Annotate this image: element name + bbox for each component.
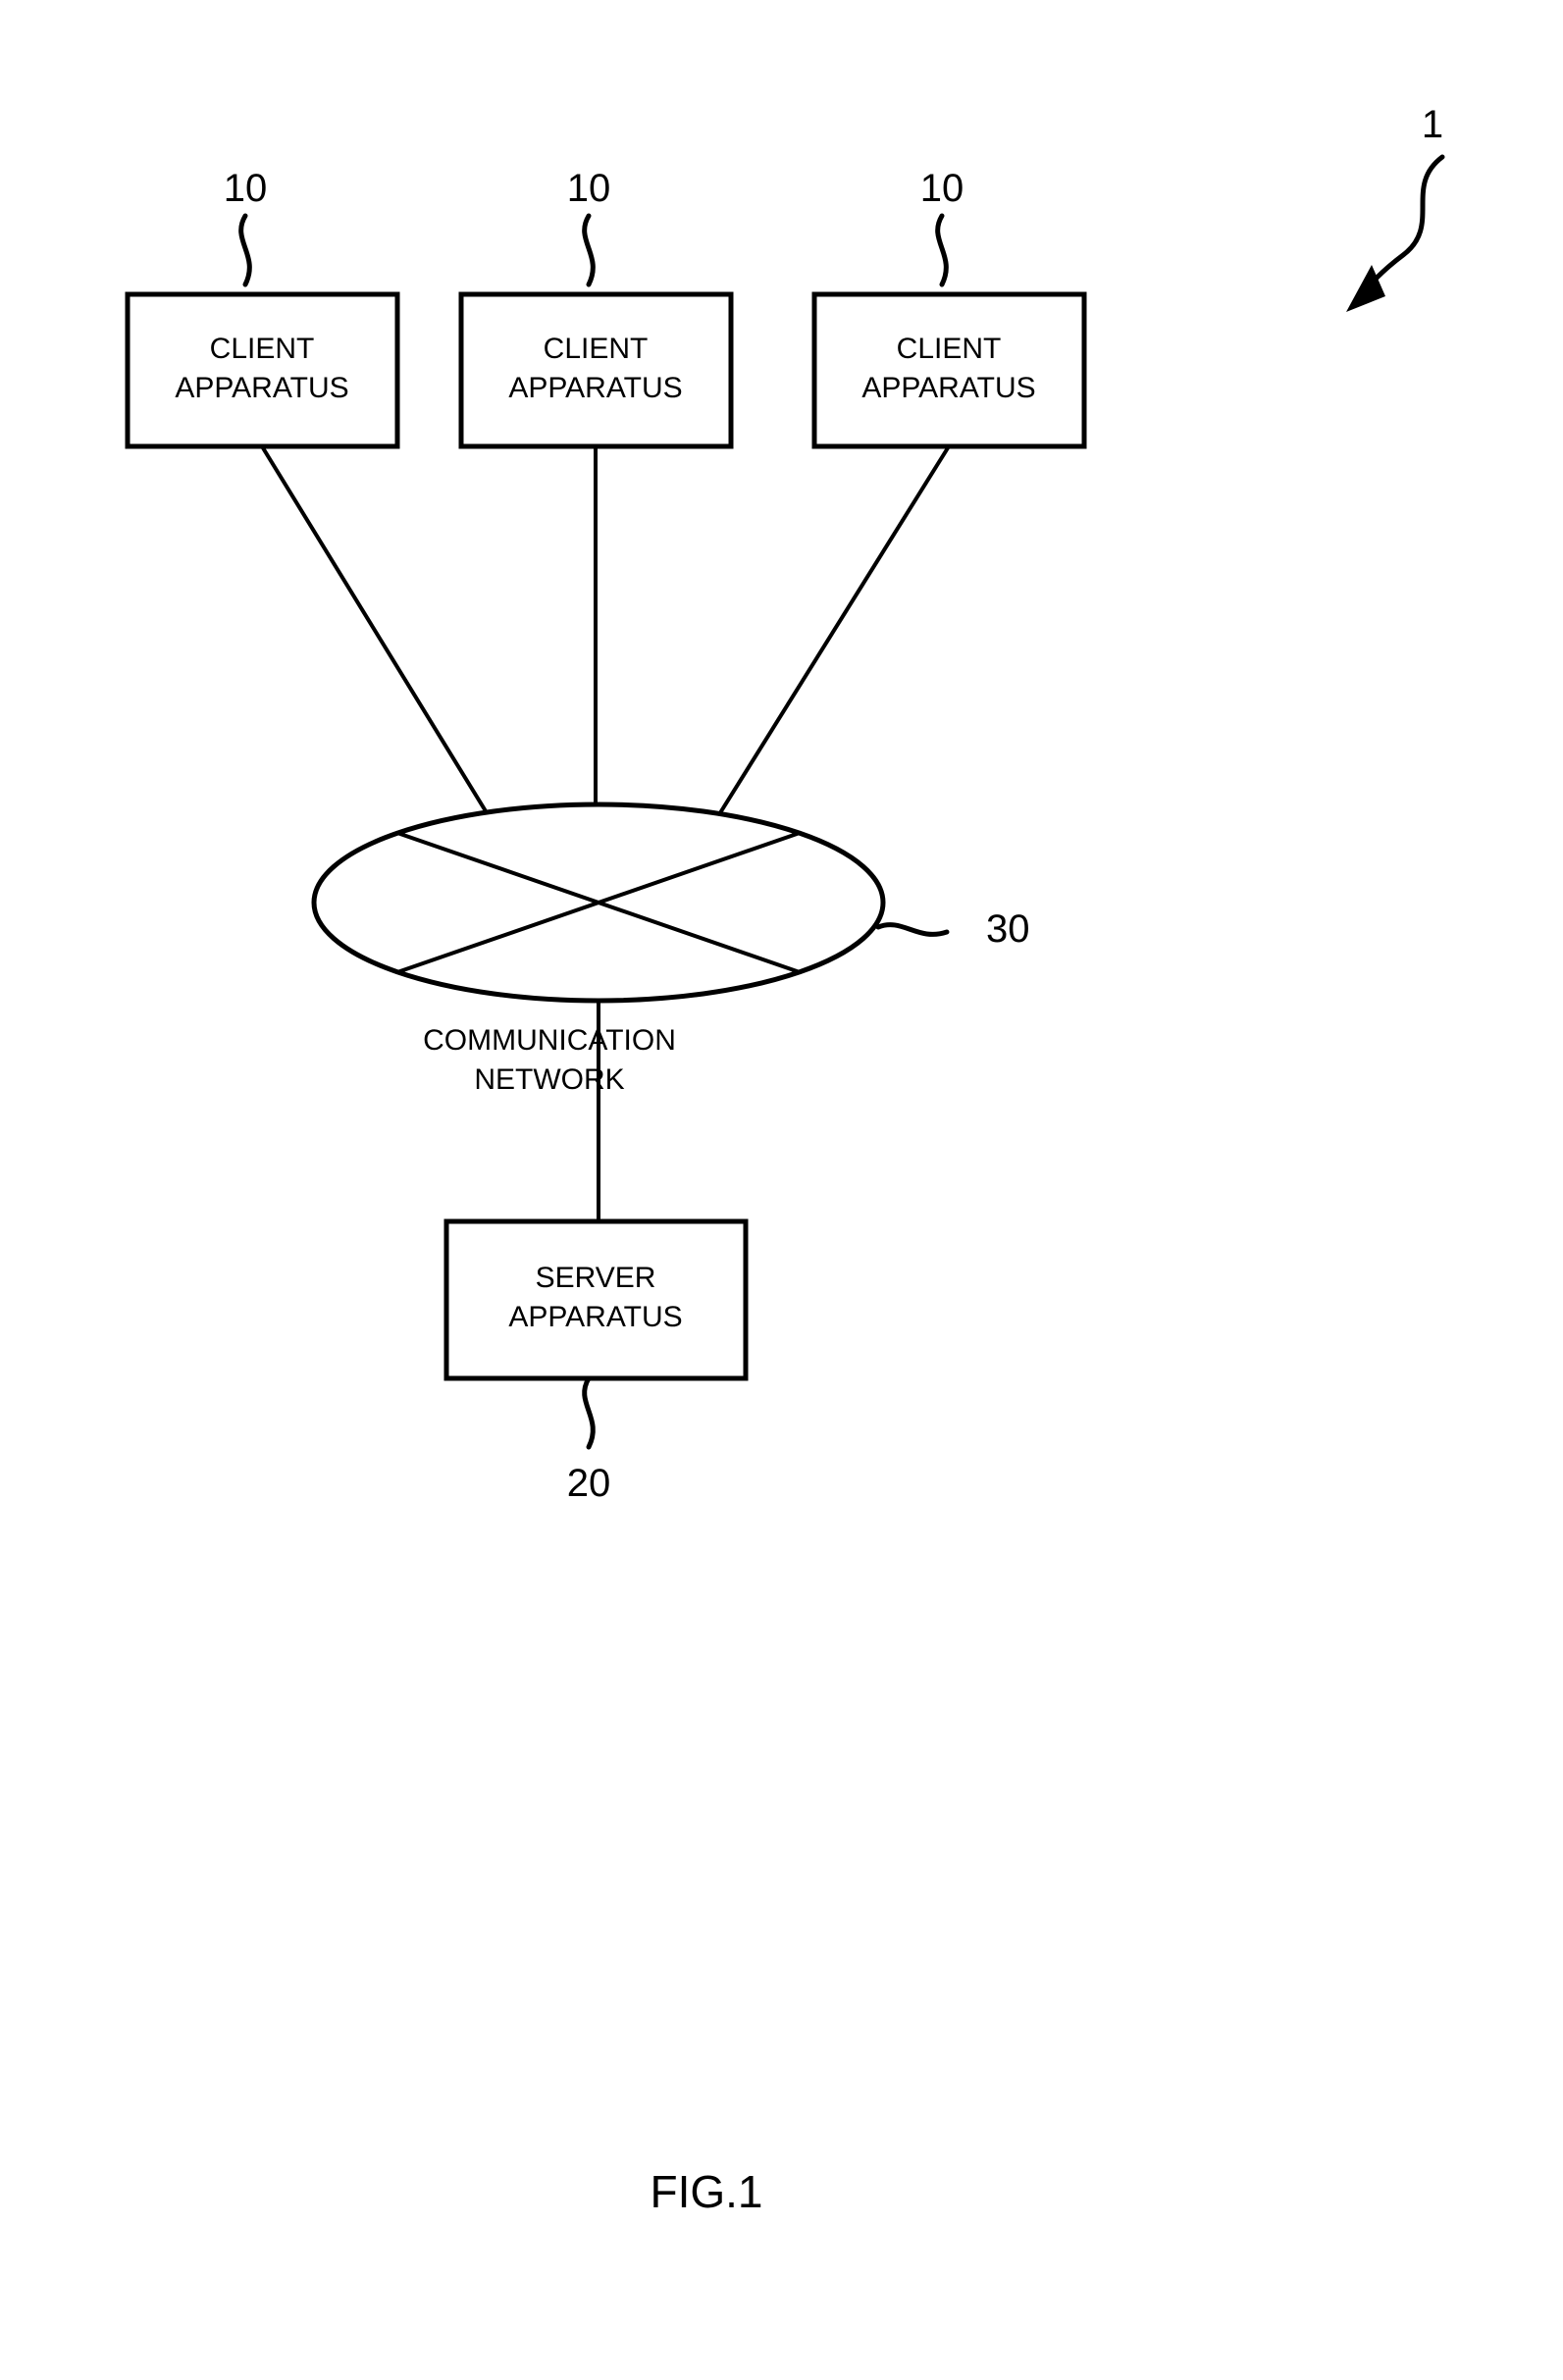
client-2-line2: APPARATUS (508, 372, 682, 404)
system-ref-label: 1 (1422, 103, 1443, 146)
client-1-line2: APPARATUS (175, 372, 348, 404)
client-1-ref: 10 (224, 167, 268, 210)
network-label-1: COMMUNICATION (423, 1024, 676, 1057)
network-ref: 30 (986, 907, 1030, 951)
server-line1: SERVER (536, 1262, 656, 1294)
client-2-ref: 10 (567, 167, 611, 210)
client-3-line2: APPARATUS (861, 372, 1035, 404)
client-3-line1: CLIENT (897, 333, 1002, 365)
client-2-line1: CLIENT (544, 333, 649, 365)
client-3-ref: 10 (920, 167, 964, 210)
client-1-line1: CLIENT (210, 333, 315, 365)
server-box (446, 1221, 746, 1378)
figure-caption: FIG.1 (650, 2166, 762, 2217)
network-label-2: NETWORK (474, 1063, 624, 1096)
server-ref: 20 (567, 1462, 611, 1505)
server-line2: APPARATUS (508, 1301, 682, 1333)
